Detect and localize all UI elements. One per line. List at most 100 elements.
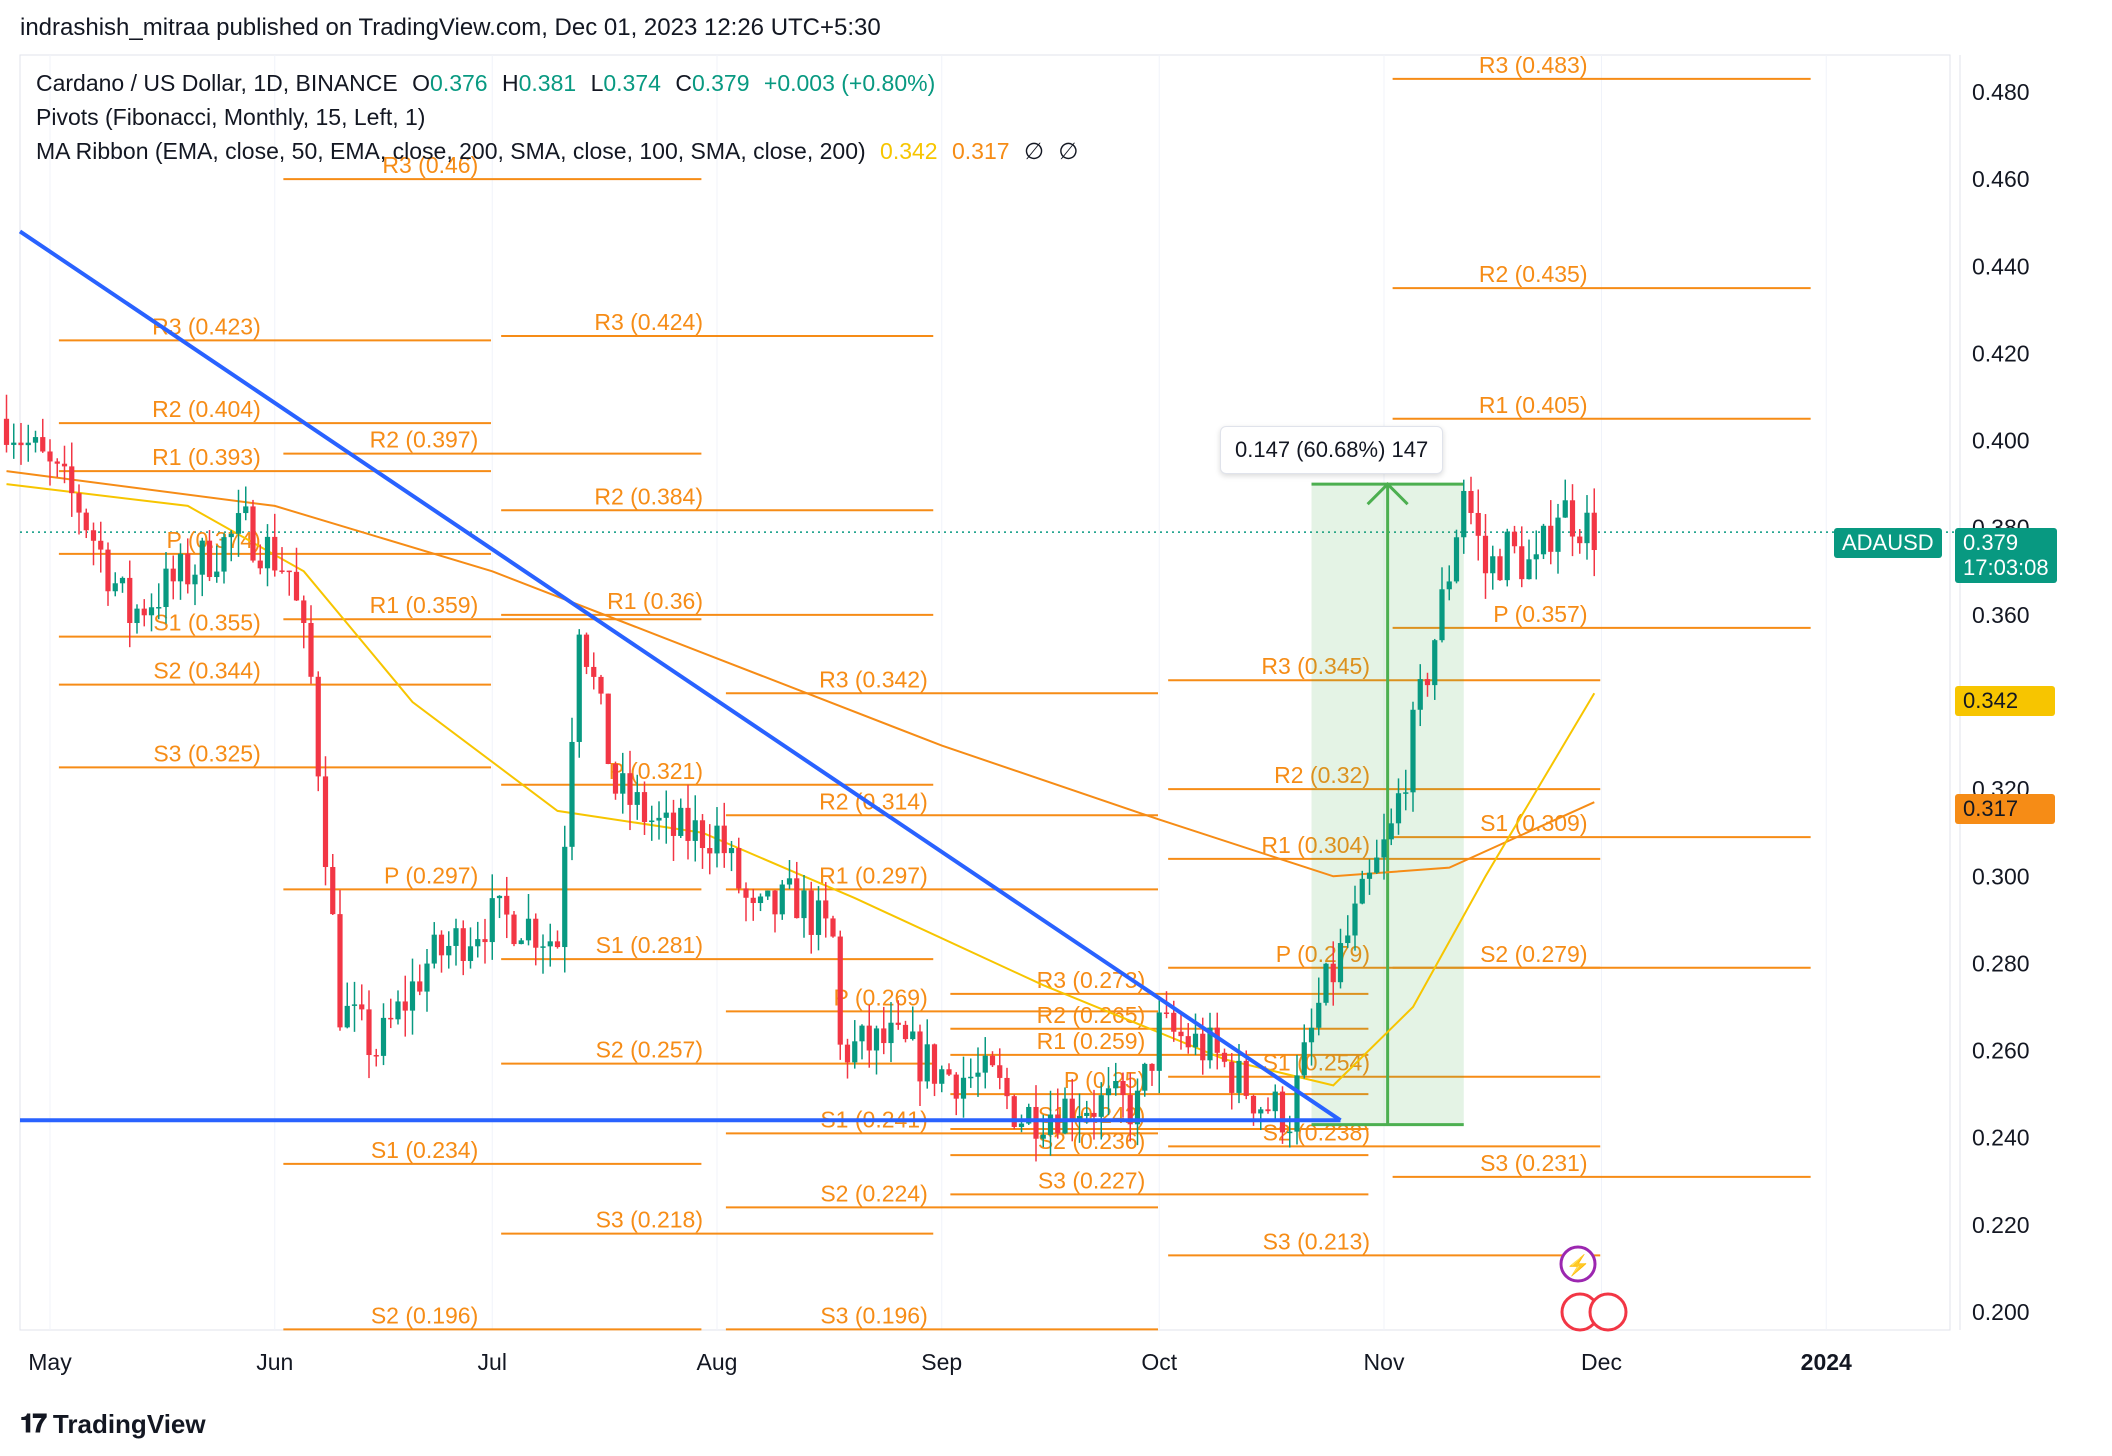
candle-body xyxy=(1185,1036,1191,1048)
pivot-label: R1 (0.304) xyxy=(1261,832,1370,858)
legend-symbol-row[interactable]: Cardano / US Dollar, 1D, BINANCE O0.376 … xyxy=(36,70,943,97)
candle-body xyxy=(757,896,764,904)
y-tick-label: 0.360 xyxy=(1972,602,2030,628)
y-tick-label: 0.300 xyxy=(1972,863,2030,889)
candle-body xyxy=(119,577,126,584)
candle-body xyxy=(750,897,756,904)
candle-body xyxy=(1243,1060,1249,1096)
candle-body xyxy=(953,1074,959,1099)
candles xyxy=(3,394,1597,1162)
ema200-line xyxy=(6,470,1595,878)
candle-body xyxy=(1548,525,1554,552)
candle-body xyxy=(714,825,720,854)
pivot-label: R3 (0.345) xyxy=(1261,653,1370,679)
trendlines xyxy=(18,229,1342,1123)
pivot-label: S1 (0.355) xyxy=(153,610,260,636)
candle-body xyxy=(924,1044,930,1082)
candle-body xyxy=(185,553,191,585)
candle-body xyxy=(641,792,648,822)
candle-body xyxy=(663,812,669,818)
candle-body xyxy=(489,898,495,943)
legend-ma-val2: 0.317 xyxy=(951,138,1010,164)
candle-body xyxy=(1562,500,1568,518)
pivot-label: R3 (0.423) xyxy=(152,313,261,339)
candle-body xyxy=(1120,1080,1126,1096)
candle-body xyxy=(743,888,749,898)
legend-open: O0.376 xyxy=(412,70,488,96)
candle-body xyxy=(105,549,111,592)
candle-body xyxy=(250,506,256,561)
event-icons: ⚡ xyxy=(1559,1245,1628,1332)
candle-body xyxy=(170,568,176,582)
x-tick-label: Aug xyxy=(697,1349,738,1375)
candle-body xyxy=(1098,1095,1104,1117)
candle-body xyxy=(634,792,640,805)
candle-body xyxy=(199,540,205,575)
pivot-label: S1 (0.309) xyxy=(1480,810,1587,836)
candle-body xyxy=(156,607,162,609)
candle-body xyxy=(1301,1042,1307,1076)
measure-label: 0.147 (60.68%) 147 xyxy=(1220,426,1444,474)
candle-body xyxy=(1381,839,1387,858)
candle-body xyxy=(1497,556,1503,581)
candle-body xyxy=(431,934,437,964)
candle-body xyxy=(446,945,452,956)
candle-body xyxy=(569,741,575,847)
pivot-label: R3 (0.424) xyxy=(594,309,703,335)
candle-body xyxy=(18,442,24,446)
candle-body xyxy=(1105,1088,1112,1096)
candle-body xyxy=(1040,1134,1046,1139)
candle-body xyxy=(931,1044,938,1084)
x-tick-label: Jun xyxy=(256,1349,293,1375)
candle-body xyxy=(1417,679,1423,710)
candle-body xyxy=(794,878,800,919)
candle-body xyxy=(1504,531,1510,581)
legend-pivots[interactable]: Pivots (Fibonacci, Monthly, 15, Left, 1) xyxy=(36,104,426,130)
candle-body xyxy=(76,493,82,513)
pivot-label: S3 (0.196) xyxy=(820,1302,927,1328)
pivot-label: P (0.374) xyxy=(167,527,261,553)
candle-body xyxy=(583,634,590,667)
pivot-label: S1 (0.234) xyxy=(371,1137,478,1163)
candle-body xyxy=(293,571,300,601)
y-tick-label: 0.440 xyxy=(1972,253,2030,279)
candle-body xyxy=(1134,1090,1141,1125)
candle-body xyxy=(881,1028,887,1044)
candle-body xyxy=(1366,872,1373,879)
candle-body xyxy=(1142,1063,1148,1091)
candle-body xyxy=(1584,512,1590,544)
candle-body xyxy=(982,1055,988,1073)
pivot-label: R2 (0.397) xyxy=(370,427,479,453)
candle-body xyxy=(228,533,234,538)
price-tag: 0.379 17:03:08 xyxy=(1955,528,2057,583)
ema50-line xyxy=(6,483,1596,1087)
tradingview-brand[interactable]: 𝟏𝟕 TradingView xyxy=(20,1408,206,1440)
candle-body xyxy=(1446,581,1452,590)
pivot-label: R3 (0.46) xyxy=(382,152,478,178)
candle-body xyxy=(1236,1060,1242,1093)
candle-body xyxy=(308,622,314,677)
pivot-label: R2 (0.32) xyxy=(1274,762,1370,788)
candle-body xyxy=(134,608,140,624)
legend-ma-ribbon[interactable]: MA Ribbon (EMA, close, 50, EMA, close, 2… xyxy=(36,138,1086,165)
y-tick-label: 0.200 xyxy=(1972,1299,2030,1325)
candle-body xyxy=(1258,1109,1264,1114)
candle-body xyxy=(221,537,227,572)
candle-body xyxy=(90,530,97,541)
pivot-label: R1 (0.259) xyxy=(1037,1028,1146,1054)
candle-body xyxy=(1308,1027,1315,1043)
candle-body xyxy=(54,461,60,464)
candle-body xyxy=(1294,1075,1300,1132)
candle-body xyxy=(1214,1027,1220,1053)
candle-body xyxy=(417,981,423,992)
candle-body xyxy=(620,773,626,794)
candle-body xyxy=(591,666,597,677)
candle-body xyxy=(533,918,539,948)
candle-body xyxy=(148,607,155,616)
pivot-label: R3 (0.483) xyxy=(1479,52,1588,78)
candle-body xyxy=(605,693,611,764)
candle-body xyxy=(1439,589,1445,641)
candle-body xyxy=(562,846,568,948)
candle-body xyxy=(272,536,278,571)
